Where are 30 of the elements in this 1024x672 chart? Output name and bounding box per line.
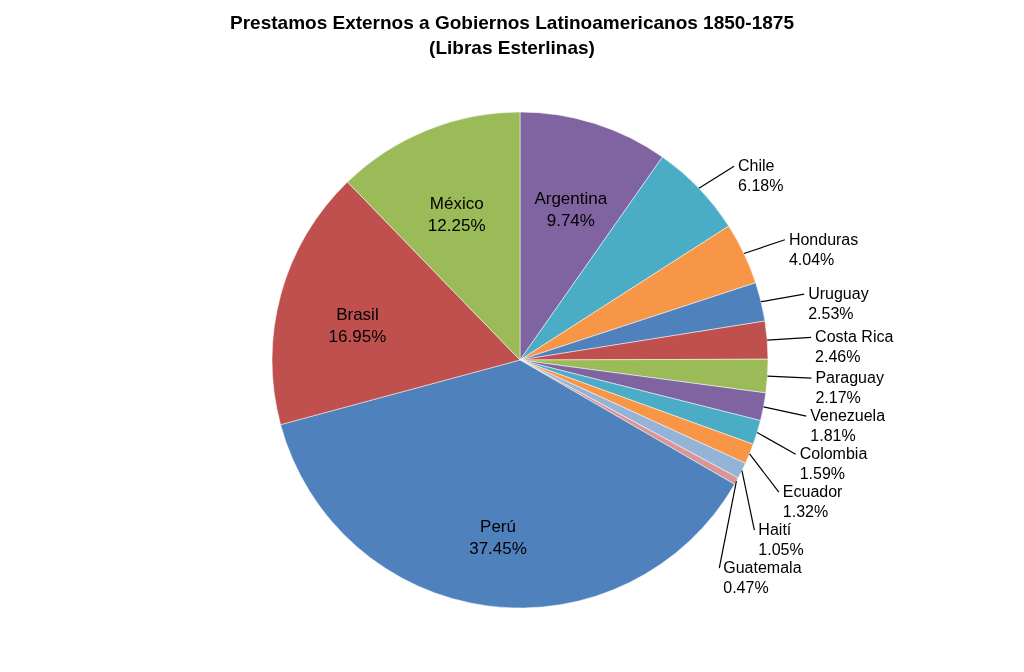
slice-label: Brasil: [336, 305, 379, 325]
slice-label: Argentina: [534, 189, 608, 209]
data-label: 2.46%: [815, 348, 861, 366]
slice-label: Honduras: [788, 230, 859, 248]
data-label: 2.53%: [808, 305, 854, 323]
slice-label: Colombia: [799, 445, 868, 463]
data-label: 1.59%: [799, 465, 846, 483]
slice-label: Ecuador: [782, 483, 844, 501]
chart-subtitle: (Libras Esterlinas): [429, 37, 595, 58]
slice-label: Perú: [480, 517, 516, 537]
data-label: 1.05%: [758, 541, 804, 559]
data-label: 0.47%: [723, 579, 769, 597]
slice-label: Haití: [758, 521, 792, 539]
slice-label: México: [429, 193, 484, 213]
data-label: 6.18%: [738, 177, 784, 195]
slice-label: Uruguay: [808, 285, 869, 303]
slice-label: Costa Rica: [815, 328, 894, 346]
slice-label: Venezuela: [810, 407, 886, 425]
data-label: 12.25%: [427, 215, 486, 235]
slice-label: Chile: [738, 157, 775, 175]
data-label: 2.17%: [815, 389, 861, 407]
data-label: 9.74%: [546, 211, 595, 231]
slice-label: Paraguay: [815, 369, 884, 387]
data-label: 4.04%: [788, 250, 835, 268]
chart-title: Prestamos Externos a Gobiernos Latinoamericanos 1850-1875: [230, 12, 795, 33]
data-label: 1.81%: [810, 427, 856, 445]
slice-label: Guatemala: [723, 559, 802, 577]
data-label: 1.32%: [782, 503, 829, 521]
data-label: 37.45%: [469, 539, 527, 559]
data-label: 16.95%: [328, 327, 387, 347]
